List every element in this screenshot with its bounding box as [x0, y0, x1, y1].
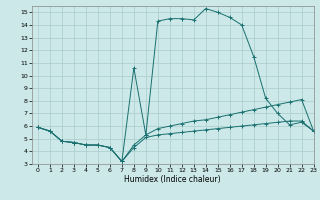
X-axis label: Humidex (Indice chaleur): Humidex (Indice chaleur) — [124, 175, 221, 184]
